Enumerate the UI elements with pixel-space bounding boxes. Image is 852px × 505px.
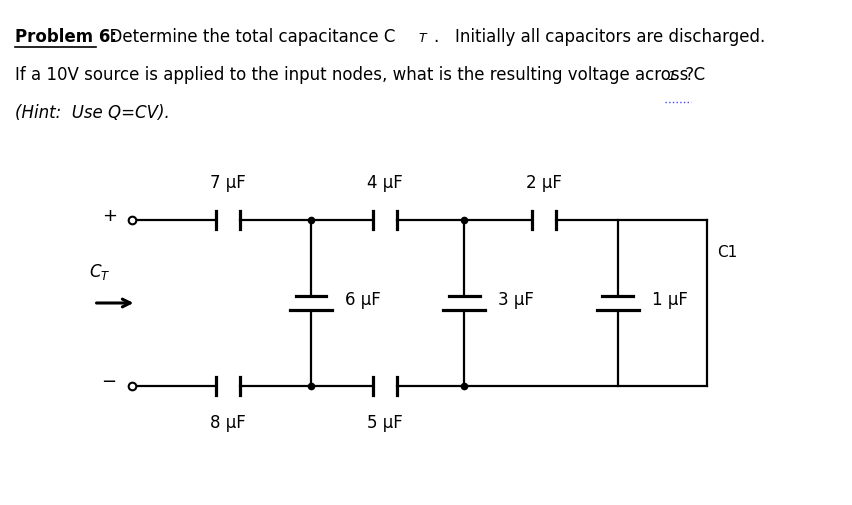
Text: T: T: [418, 32, 426, 45]
Text: +: +: [101, 207, 117, 225]
Text: 5 μF: 5 μF: [367, 414, 403, 432]
Text: 3 μF: 3 μF: [498, 291, 534, 310]
Text: 8 μF: 8 μF: [210, 414, 246, 432]
Text: $C_T$: $C_T$: [89, 262, 111, 282]
Text: Problem 6:: Problem 6:: [15, 28, 118, 46]
Text: .   Initially all capacitors are discharged.: . Initially all capacitors are discharge…: [434, 28, 765, 46]
Text: 6 μF: 6 μF: [345, 291, 381, 310]
Text: (Hint:  Use Q=CV).: (Hint: Use Q=CV).: [15, 104, 170, 122]
Text: −: −: [101, 373, 117, 391]
Text: Determine the total capacitance C: Determine the total capacitance C: [99, 28, 395, 46]
Text: If a 10V source is applied to the input nodes, what is the resulting voltage acr: If a 10V source is applied to the input …: [15, 66, 705, 84]
Text: 7 μF: 7 μF: [210, 174, 246, 192]
Text: ?: ?: [680, 66, 694, 84]
Text: 2 μF: 2 μF: [526, 174, 561, 192]
Text: 4 μF: 4 μF: [367, 174, 403, 192]
Text: 1: 1: [667, 70, 675, 83]
Text: C1: C1: [717, 245, 738, 260]
Text: 1 μF: 1 μF: [652, 291, 688, 310]
